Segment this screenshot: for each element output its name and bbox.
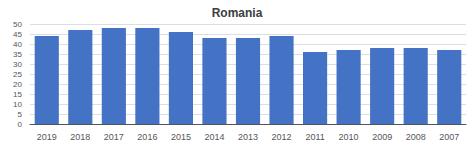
svg-text:2019: 2019 — [37, 132, 57, 142]
svg-text:2008: 2008 — [406, 132, 426, 142]
svg-text:10: 10 — [13, 100, 22, 109]
svg-text:30: 30 — [13, 60, 22, 69]
svg-text:35: 35 — [13, 50, 22, 59]
svg-text:2018: 2018 — [70, 132, 90, 142]
svg-text:2011: 2011 — [305, 132, 324, 142]
svg-text:2010: 2010 — [339, 132, 359, 142]
svg-text:25: 25 — [13, 70, 22, 79]
svg-text:2015: 2015 — [171, 132, 191, 142]
svg-text:40: 40 — [13, 40, 22, 49]
svg-text:2007: 2007 — [439, 132, 459, 142]
svg-text:2009: 2009 — [372, 132, 392, 142]
svg-text:2013: 2013 — [238, 132, 258, 142]
svg-text:20: 20 — [13, 80, 22, 89]
svg-text:2012: 2012 — [272, 132, 292, 142]
svg-text:2014: 2014 — [204, 132, 224, 142]
svg-text:45: 45 — [13, 30, 22, 39]
svg-text:2017: 2017 — [104, 132, 124, 142]
svg-text:15: 15 — [13, 90, 22, 99]
svg-text:50: 50 — [13, 20, 22, 29]
svg-text:0: 0 — [18, 120, 23, 129]
svg-text:2016: 2016 — [137, 132, 157, 142]
svg-text:Romania: Romania — [212, 6, 263, 20]
svg-text:5: 5 — [18, 110, 23, 119]
